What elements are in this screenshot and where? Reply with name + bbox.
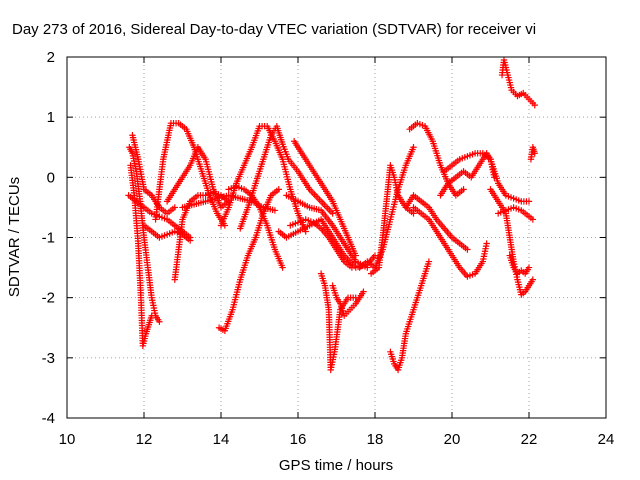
x-tick-label: 14 — [213, 431, 230, 448]
x-tick-label: 20 — [444, 431, 461, 448]
data-point — [491, 174, 498, 181]
series-track-8 — [163, 144, 232, 211]
x-tick-label: 24 — [598, 431, 615, 448]
series-track-2 — [127, 162, 155, 349]
x-tick-label: 10 — [59, 431, 76, 448]
data-point — [529, 276, 537, 283]
y-tick-label: -2 — [42, 290, 55, 307]
data-point — [525, 264, 533, 271]
x-tick-label: 18 — [367, 431, 384, 448]
data-point — [410, 210, 417, 217]
series-track-11 — [217, 122, 309, 235]
data-point — [187, 237, 194, 244]
data-point — [371, 252, 379, 259]
data-point — [171, 204, 178, 211]
series-track-17 — [290, 138, 359, 259]
series-track-29 — [495, 204, 537, 223]
y-tick-label: 1 — [47, 109, 55, 126]
series-track-22 — [387, 258, 433, 374]
data-point — [279, 264, 286, 271]
data-point — [410, 144, 417, 151]
x-tick-label: 22 — [521, 431, 538, 448]
series-track-1 — [126, 144, 163, 325]
series-track-16 — [275, 216, 379, 271]
data-point — [483, 240, 490, 247]
data-point — [156, 318, 163, 325]
series-track-30 — [498, 56, 538, 109]
data-point — [275, 186, 282, 193]
data-point — [148, 312, 155, 319]
y-tick-label: -4 — [42, 410, 55, 427]
y-tick-label: -3 — [42, 350, 55, 367]
data-point — [529, 216, 537, 223]
data-point — [531, 101, 538, 109]
plot-frame — [66, 56, 607, 419]
grid — [67, 57, 606, 418]
data-point — [525, 198, 533, 205]
series-track-23 — [402, 192, 471, 253]
data-point — [352, 252, 359, 259]
y-axis-label: SDTVAR / TECUs — [6, 177, 23, 297]
data-point — [464, 246, 471, 253]
x-tick-label: 12 — [136, 431, 153, 448]
y-tick-label: 0 — [47, 169, 55, 186]
data-marks — [125, 56, 538, 374]
series-track-31 — [527, 144, 538, 163]
series-track-27 — [437, 150, 498, 199]
series-track-32 — [506, 252, 533, 277]
series-track-18 — [317, 270, 359, 374]
data-point — [271, 207, 279, 214]
y-tick-label: 2 — [47, 49, 55, 66]
x-axis-label: GPS time / hours — [279, 457, 393, 474]
data-point — [425, 258, 433, 265]
series-track-24 — [406, 119, 467, 199]
data-point — [531, 150, 538, 157]
x-tick-label: 16 — [290, 431, 307, 448]
chart-title: Day 273 of 2016, Sidereal Day-to-day VTE… — [12, 21, 536, 38]
series-track-25 — [410, 204, 490, 280]
series-track-12 — [225, 183, 286, 271]
data-point — [329, 210, 336, 217]
series-track-19 — [329, 282, 367, 319]
data-point — [360, 288, 367, 295]
y-tick-label: -1 — [42, 230, 55, 247]
series-track-13 — [215, 186, 282, 334]
data-point — [460, 186, 467, 193]
